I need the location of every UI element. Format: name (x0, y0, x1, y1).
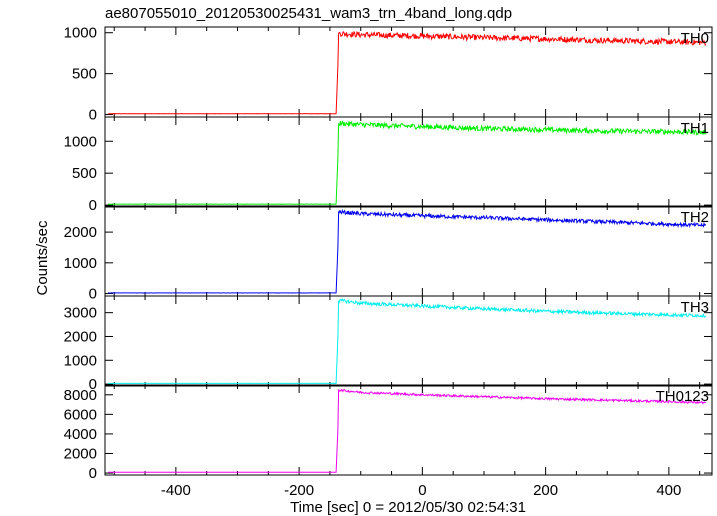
series-label: TH0123 (656, 388, 709, 405)
panel-frame (104, 205, 713, 297)
x-tick-label: 0 (418, 482, 426, 499)
x-tick-label: -200 (284, 482, 314, 499)
y-tick-label: 6000 (64, 406, 97, 423)
series-line-th0 (108, 30, 707, 115)
y-tick-label: 0 (89, 197, 97, 214)
y-tick-label: 2000 (64, 224, 97, 241)
y-tick-label: 0 (89, 286, 97, 303)
panel-frame (104, 384, 713, 476)
y-axis-label: Counts/sec (34, 220, 51, 296)
series-label: TH1 (681, 120, 709, 137)
x-tick-label: 200 (533, 482, 558, 499)
series-line-th3 (108, 297, 707, 384)
y-tick-label: 2000 (64, 445, 97, 462)
panel-th1: 0 500 1000 TH1 (64, 116, 713, 214)
series-label: TH0 (681, 30, 709, 47)
y-tick-label: 1000 (64, 133, 97, 150)
series-line-th1 (107, 120, 707, 205)
chart-title: ae807055010_20120530025431_wam3_trn_4ban… (105, 5, 512, 22)
panel-th0123: 0 2000 4000 6000 8000 TH0123 -400 -200 0 200 400 (64, 384, 713, 499)
y-tick-label: 500 (72, 165, 97, 182)
y-tick-label: 2000 (64, 328, 97, 345)
y-tick-label: 0 (89, 107, 97, 124)
series-label: TH3 (681, 299, 709, 316)
x-tick-label: 400 (656, 482, 681, 499)
series-label: TH2 (681, 209, 709, 226)
panel-frame (104, 116, 713, 208)
series-line-th0123 (108, 388, 706, 473)
y-tick-label: 8000 (64, 387, 97, 404)
y-tick-label: 1000 (64, 352, 97, 369)
panel-th2: 0 1000 2000 TH2 (64, 205, 713, 303)
y-tick-label: 1000 (64, 25, 97, 42)
x-tick-label: -400 (161, 482, 191, 499)
x-axis-label: Time [sec] 0 = 2012/05/30 02:54:31 (290, 499, 526, 516)
panel-frame (104, 295, 713, 387)
y-tick-label: 1000 (64, 255, 97, 272)
y-tick-label: 500 (72, 66, 97, 83)
panel-th0: 0 500 1000 TH0 (64, 25, 713, 124)
panel-th3: 0 1000 2000 3000 TH3 (64, 295, 713, 393)
y-tick-label: 0 (89, 376, 97, 393)
y-tick-label: 4000 (64, 426, 97, 443)
y-tick-label: 3000 (64, 305, 97, 322)
series-line-th2 (108, 208, 707, 294)
y-tick-label: 0 (89, 465, 97, 482)
